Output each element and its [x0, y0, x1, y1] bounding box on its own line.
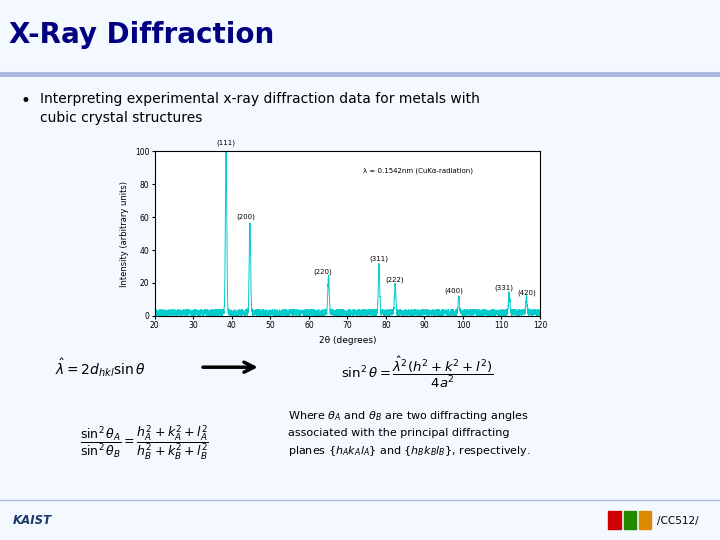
Bar — [0, 71, 720, 72]
Bar — [0, 72, 720, 73]
Text: X-Ray Diffraction: X-Ray Diffraction — [9, 21, 274, 49]
Text: (111): (111) — [217, 140, 235, 146]
Text: (400): (400) — [444, 288, 463, 294]
Bar — [0, 72, 720, 73]
Bar — [0, 72, 720, 73]
Bar — [0, 72, 720, 73]
Bar — [0, 72, 720, 73]
Text: $\dfrac{\sin^2\theta_A}{\sin^2\theta_B} = \dfrac{h_A^2 + k_A^2 + l_A^2}{h_B^2 + : $\dfrac{\sin^2\theta_A}{\sin^2\theta_B} … — [79, 423, 209, 462]
Bar — [0, 72, 720, 73]
Text: Interpreting experimental x-ray diffraction data for metals with
cubic crystal s: Interpreting experimental x-ray diffract… — [40, 92, 480, 125]
Bar — [0, 71, 720, 72]
X-axis label: 2θ (degrees): 2θ (degrees) — [319, 336, 376, 345]
Text: $\sin^2\theta = \dfrac{\hat{\lambda}^2(h^2 + k^2 + l^2)}{4a^2}$: $\sin^2\theta = \dfrac{\hat{\lambda}^2(h… — [341, 355, 494, 390]
Bar — [0, 72, 720, 73]
Bar — [0, 72, 720, 73]
Bar — [0, 72, 720, 73]
Bar — [0, 72, 720, 73]
Bar — [0, 72, 720, 73]
Text: Where $\theta_A$ and $\theta_B$ are two diffracting angles
associated with the p: Where $\theta_A$ and $\theta_B$ are two … — [288, 409, 531, 458]
Bar — [0, 72, 720, 73]
Text: •: • — [20, 92, 30, 110]
Bar — [0, 72, 720, 73]
Text: /CC512/: /CC512/ — [657, 516, 698, 526]
Bar — [0, 71, 720, 72]
Bar — [0, 71, 720, 72]
Text: (311): (311) — [369, 255, 389, 261]
Text: KAIST: KAIST — [13, 514, 52, 527]
Bar — [0, 72, 720, 73]
Bar — [0, 72, 720, 73]
Bar — [0, 72, 720, 73]
Text: (222): (222) — [386, 276, 405, 283]
Bar — [0, 72, 720, 73]
Bar — [0, 72, 720, 73]
Bar — [0, 72, 720, 73]
Text: (200): (200) — [236, 214, 255, 220]
Bar — [0, 71, 720, 72]
Y-axis label: Intensity (arbitrary units): Intensity (arbitrary units) — [120, 180, 129, 287]
Bar — [0, 72, 720, 73]
Bar — [0, 72, 720, 73]
Bar — [0, 72, 720, 73]
Bar — [0, 72, 720, 73]
Bar — [0, 71, 720, 72]
Bar — [0, 71, 720, 72]
Bar — [0, 71, 720, 72]
Bar — [0, 71, 720, 72]
Text: (220): (220) — [313, 268, 332, 275]
Bar — [0, 71, 720, 72]
Bar — [0, 71, 720, 72]
Bar — [0, 72, 720, 73]
Bar — [639, 511, 651, 529]
Bar — [0, 72, 720, 73]
Bar — [0, 72, 720, 73]
Text: (331): (331) — [494, 285, 513, 291]
Bar — [0, 72, 720, 73]
Bar — [0, 72, 720, 73]
Bar — [608, 511, 621, 529]
Text: $\hat{\lambda} = 2d_{hkl}\sin\theta$: $\hat{\lambda} = 2d_{hkl}\sin\theta$ — [55, 356, 146, 379]
Bar — [0, 72, 720, 73]
Bar — [0, 71, 720, 72]
Bar — [0, 72, 720, 73]
Bar — [0, 71, 720, 72]
Bar — [0, 72, 720, 73]
Bar — [0, 72, 720, 73]
Bar — [0, 71, 720, 72]
Bar — [624, 511, 636, 529]
Bar — [0, 72, 720, 73]
Bar — [0, 72, 720, 73]
Bar — [0, 72, 720, 73]
Text: (420): (420) — [517, 289, 536, 296]
Bar — [0, 72, 720, 73]
Text: λ = 0.1542nm (CuKα-radiation): λ = 0.1542nm (CuKα-radiation) — [363, 167, 473, 174]
Bar — [0, 72, 720, 73]
Bar — [0, 72, 720, 73]
